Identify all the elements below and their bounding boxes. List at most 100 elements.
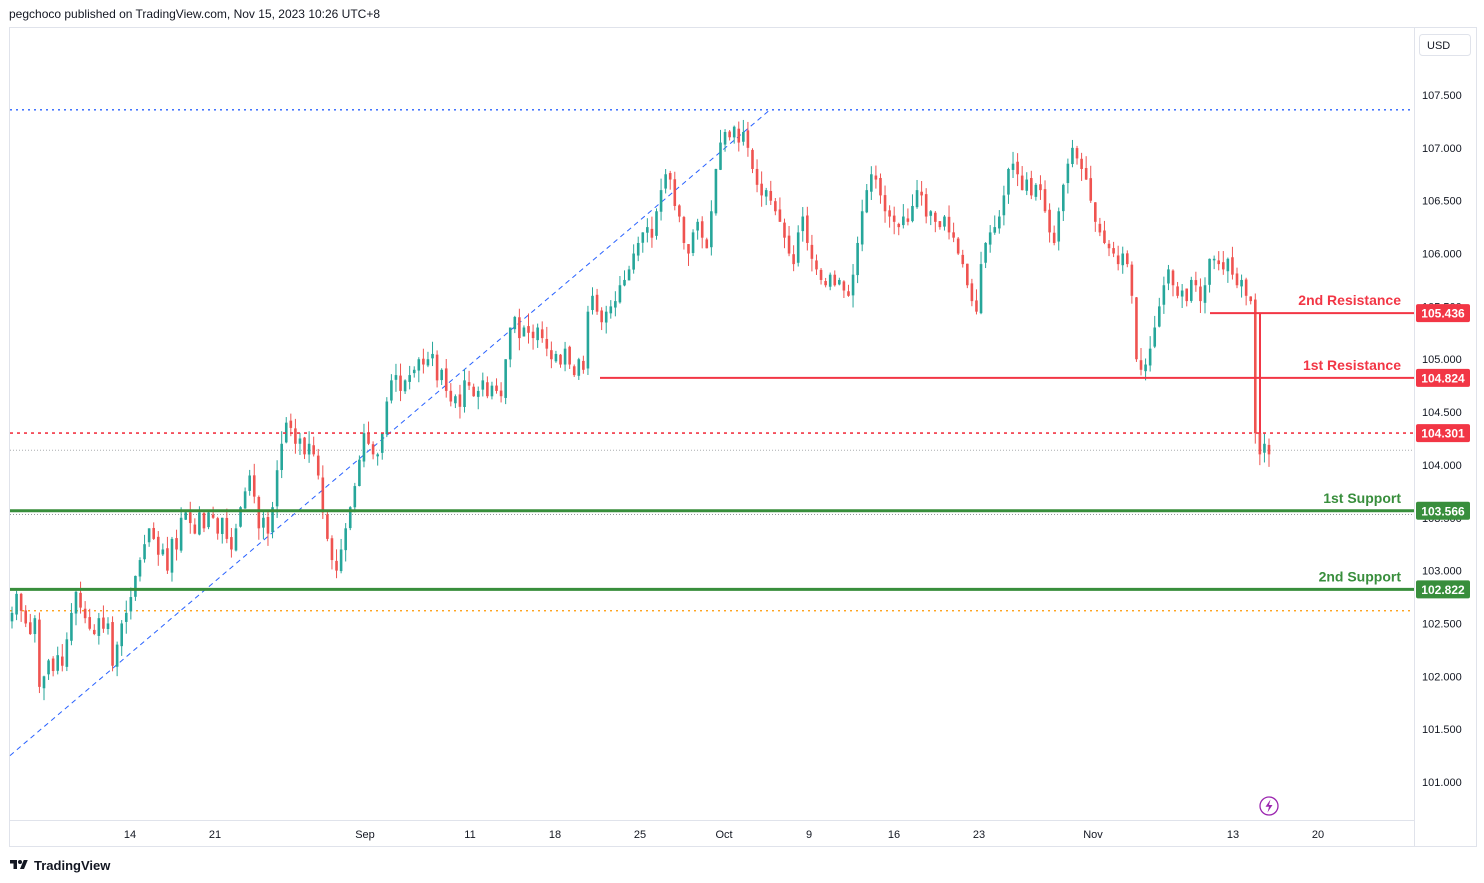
candle-body (1176, 286, 1179, 296)
candle-body (248, 475, 251, 491)
candle-body (577, 359, 581, 376)
candle-body (1157, 306, 1161, 327)
candle-body (1139, 360, 1143, 370)
candle-body (572, 366, 576, 376)
price-tick: 107.500 (1422, 90, 1462, 102)
candle-body (769, 190, 773, 201)
lightning-icon[interactable] (1259, 796, 1279, 816)
candle-body (938, 221, 942, 228)
candle-body (527, 326, 530, 333)
candle-body (961, 254, 965, 265)
candle-body (1071, 147, 1074, 165)
candle-body (1025, 179, 1029, 191)
candle-body (563, 348, 567, 365)
candle-body (600, 310, 603, 323)
candle-body (156, 536, 160, 555)
candle-body (774, 201, 777, 212)
candle-body (225, 517, 229, 539)
candle-body (1162, 285, 1166, 305)
level-label-3: 1st Support (1323, 490, 1401, 506)
candle-body (1007, 168, 1010, 195)
price-tick: 104.500 (1422, 407, 1462, 419)
candle-body (252, 475, 256, 497)
candle-body (417, 359, 421, 371)
candle-body (303, 437, 306, 455)
candle-body (623, 279, 626, 286)
candle-body (522, 327, 526, 337)
candle-body (170, 538, 174, 573)
brand-footer[interactable]: TradingView (9, 856, 110, 874)
candle-body (1057, 211, 1061, 242)
candle-body (207, 512, 210, 528)
time-tick: 18 (549, 829, 561, 841)
candle-body (860, 211, 864, 245)
candle-body (335, 560, 338, 571)
candle-body (1020, 175, 1024, 191)
price-tick: 107.000 (1422, 143, 1462, 155)
candle-body (604, 311, 608, 323)
candle-body (952, 232, 955, 238)
candle-body (97, 618, 101, 636)
candle-body (646, 227, 649, 233)
candle-body (691, 232, 695, 254)
candle-body (339, 549, 343, 572)
candle-body (1103, 230, 1106, 243)
candle-body (1144, 364, 1147, 372)
candle-body (655, 211, 658, 236)
candle-body (1180, 290, 1184, 297)
candle-body (102, 617, 105, 629)
candle-body (88, 617, 92, 629)
candle-body (760, 183, 763, 196)
candle-body (79, 592, 82, 608)
candle-body (728, 131, 731, 138)
candle-body (879, 177, 882, 196)
candle-body (870, 174, 873, 192)
candle-body (239, 507, 242, 527)
candle-body (15, 593, 18, 615)
candle-body (1084, 167, 1088, 180)
candle-body (911, 205, 914, 222)
candle-body (348, 507, 352, 529)
candle-body (874, 175, 878, 180)
candle-body (700, 221, 704, 238)
candle-body (545, 338, 549, 349)
candle-body (188, 512, 192, 524)
reference-lines (10, 109, 1414, 612)
candle-body (1253, 299, 1257, 434)
candle-body (435, 354, 439, 381)
candle-body (179, 517, 183, 551)
candle-body (385, 401, 389, 435)
candle-body (888, 210, 891, 217)
candle-body (10, 612, 14, 622)
candle-body (60, 656, 64, 666)
time-axis: 14 21 Sep 11 18 25 Oct 9 16 23 Nov 13 20 (124, 829, 1324, 841)
candle-body (778, 209, 782, 222)
candle-body (358, 459, 361, 487)
level-label-1: 1st Resistance (1303, 357, 1401, 373)
candle-body (1167, 269, 1170, 284)
candle-body (47, 660, 50, 675)
candle-body (243, 491, 247, 509)
candle-body (280, 443, 283, 471)
candle-body (906, 218, 910, 222)
currency-button[interactable]: USD (1419, 34, 1471, 56)
candle-body (463, 380, 466, 408)
price-badge-3 (1416, 501, 1470, 520)
candle-body (988, 232, 992, 245)
candle-body (262, 517, 265, 528)
candle-body (668, 173, 672, 180)
candle-body (1048, 209, 1051, 233)
candle-body (568, 346, 571, 365)
candle-body (161, 549, 165, 555)
candles (10, 119, 1271, 701)
chart-frame (9, 27, 1477, 847)
candle-body (732, 126, 736, 138)
candle-body (1039, 184, 1042, 191)
candle-body (198, 512, 201, 535)
candle-body (275, 470, 279, 507)
candle-body (1267, 444, 1271, 455)
candle-body (234, 528, 238, 551)
time-tick: 21 (209, 829, 221, 841)
candle-body (1107, 243, 1111, 249)
